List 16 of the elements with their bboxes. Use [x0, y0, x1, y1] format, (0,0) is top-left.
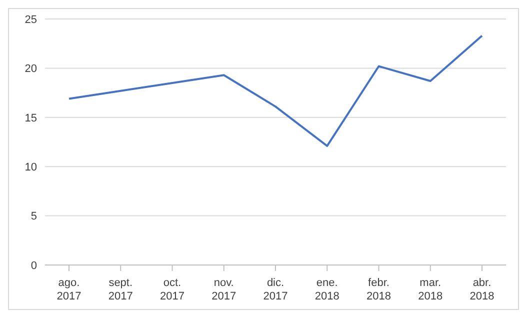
y-tick-label: 10: [24, 162, 37, 174]
y-tick-label: 20: [24, 63, 37, 76]
y-tick-label: 15: [24, 112, 37, 124]
y-tick-label: 25: [24, 14, 37, 26]
x-tick-label: dic. 2017: [263, 276, 288, 303]
line-series: [68, 34, 483, 147]
y-tick-label: 5: [30, 210, 37, 223]
x-tick-label: abr. 2018: [470, 276, 494, 303]
x-tick-label: oct. 2017: [160, 276, 184, 303]
x-tick-label: ago. 2017: [56, 276, 82, 303]
x-tick-label: sept. 2017: [108, 276, 133, 303]
x-tick-label: ene. 2018: [314, 276, 340, 303]
x-tick-label: febr. 2018: [366, 276, 391, 303]
x-tick-label: mar. 2018: [418, 276, 443, 303]
x-tick-label: nov. 2017: [212, 276, 236, 303]
y-tick-label: 0: [30, 260, 37, 272]
